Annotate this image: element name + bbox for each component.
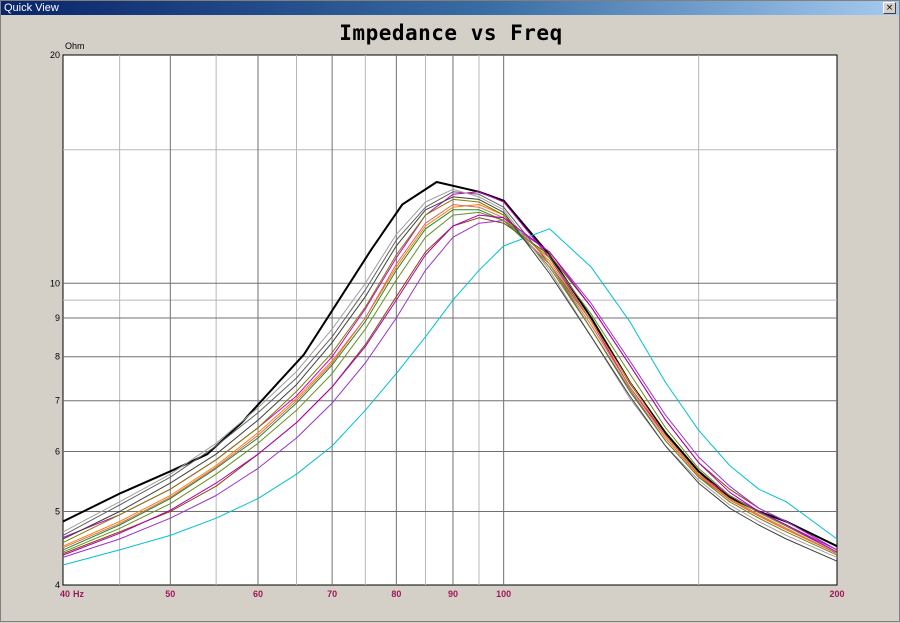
y-tick-label: 9	[55, 313, 60, 323]
x-tick-labels: 40 50 60 70 80 90 100 200	[60, 589, 845, 599]
series-line-14	[62, 196, 838, 562]
series-lines	[62, 181, 838, 566]
x-tick-label: 60	[253, 589, 263, 599]
chart-title: Impedance vs Freq	[339, 21, 563, 45]
y-tick-label: 10	[50, 278, 60, 288]
x-tick-label: 70	[327, 589, 337, 599]
y-tick-label: 6	[55, 446, 60, 456]
y-tick-label: 8	[55, 352, 60, 362]
x-tick-label: 40	[60, 589, 70, 599]
series-line-12	[62, 211, 838, 553]
y-tick-label: 4	[55, 580, 60, 590]
y-tick-labels: 4 5 6 7 8 9 10 20	[50, 50, 60, 590]
x-axis-unit: Hz	[73, 589, 84, 599]
series-line-11	[62, 188, 838, 558]
y-tick-label: 5	[55, 507, 60, 517]
x-tick-label: 100	[496, 589, 511, 599]
grid-lines	[63, 55, 837, 585]
series-line-4	[62, 217, 838, 555]
y-axis-label: Ohm	[65, 41, 85, 51]
series-line-6	[62, 228, 838, 566]
series-line-9	[62, 198, 838, 556]
plot-area	[62, 54, 838, 586]
x-tick-label: 80	[391, 589, 401, 599]
y-tick-label: 7	[55, 396, 60, 406]
window-titlebar[interactable]: Quick View ×	[1, 1, 899, 15]
x-tick-label: 50	[165, 589, 175, 599]
series-line-8	[62, 220, 838, 558]
close-button[interactable]: ×	[883, 2, 896, 14]
x-tick-label: 200	[829, 589, 844, 599]
series-line-10	[62, 204, 838, 555]
window-title: Quick View	[4, 2, 59, 14]
series-line-13	[62, 214, 838, 556]
x-tick-label: 90	[448, 589, 458, 599]
y-tick-label: 20	[50, 50, 60, 60]
